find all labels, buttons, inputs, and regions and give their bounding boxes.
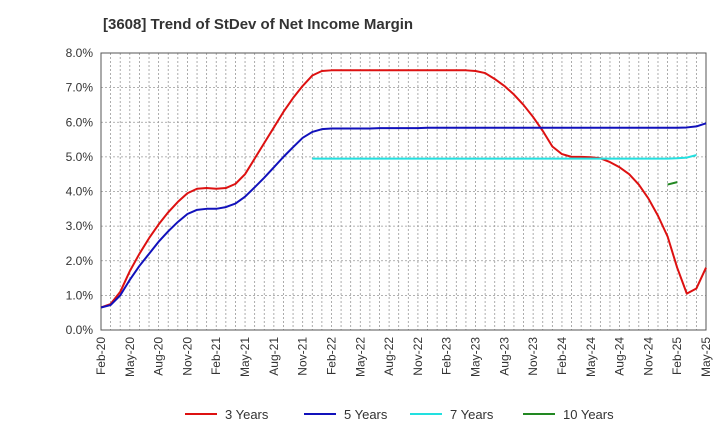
legend-label: 5 Years — [344, 407, 388, 422]
x-tick-label: Aug-20 — [152, 337, 166, 376]
x-tick-label: Aug-23 — [497, 337, 511, 376]
x-tick-label: Aug-22 — [382, 337, 396, 376]
y-tick-label: 3.0% — [66, 219, 94, 233]
grid-lines — [101, 53, 706, 330]
legend-label: 7 Years — [450, 407, 494, 422]
y-tick-label: 7.0% — [66, 81, 94, 95]
x-tick-label: May-23 — [469, 337, 483, 377]
x-tick-label: Nov-21 — [296, 337, 310, 376]
legend-label: 3 Years — [225, 407, 269, 422]
x-tick-label: Feb-25 — [670, 337, 684, 375]
series-lines — [100, 69, 707, 309]
legend: 3 Years 5 Years 7 Years 10 Years — [185, 407, 614, 422]
x-tick-label: Aug-24 — [613, 337, 627, 376]
y-tick-label: 4.0% — [66, 185, 94, 199]
x-tick-label: Nov-23 — [526, 337, 540, 376]
chart-title: [3608] Trend of StDev of Net Income Marg… — [103, 16, 413, 33]
x-tick-label: May-22 — [353, 337, 367, 377]
x-axis-tick-labels: Feb-20 May-20 Aug-20 Nov-20 Feb-21 May-21 Aug-… — [94, 337, 713, 377]
y-tick-label: 5.0% — [66, 150, 94, 164]
y-tick-label: 0.0% — [66, 323, 94, 337]
x-tick-label: Nov-22 — [411, 337, 425, 376]
x-tick-label: Feb-20 — [94, 337, 108, 375]
x-tick-label: Feb-21 — [209, 337, 223, 375]
x-tick-label: May-24 — [584, 337, 598, 377]
plot-area-frame — [100, 52, 707, 331]
series-line-5-years — [100, 122, 707, 309]
x-tick-label: Feb-22 — [324, 337, 338, 375]
x-tick-label: Nov-24 — [641, 337, 655, 376]
x-tick-label: Nov-20 — [180, 337, 194, 376]
y-axis-tick-labels: 0.0% 1.0% 2.0% 3.0% 4.0% 5.0% 6.0% 7.0% 8.0% — [66, 46, 94, 337]
series-line-10-years — [667, 181, 678, 186]
x-tick-label: May-20 — [123, 337, 137, 377]
x-tick-label: May-21 — [238, 337, 252, 377]
x-tick-label: May-25 — [699, 337, 713, 377]
y-tick-label: 2.0% — [66, 254, 94, 268]
series-line-7-years — [312, 154, 697, 160]
x-tick-label: Feb-23 — [440, 337, 454, 375]
y-tick-label: 8.0% — [66, 46, 94, 60]
x-tick-label: Feb-24 — [555, 337, 569, 375]
axes — [100, 52, 707, 331]
legend-label: 10 Years — [563, 407, 614, 422]
x-tick-label: Aug-21 — [267, 337, 281, 376]
y-tick-label: 1.0% — [66, 288, 94, 302]
y-tick-label: 6.0% — [66, 115, 94, 129]
series-line-3-years — [100, 69, 707, 309]
